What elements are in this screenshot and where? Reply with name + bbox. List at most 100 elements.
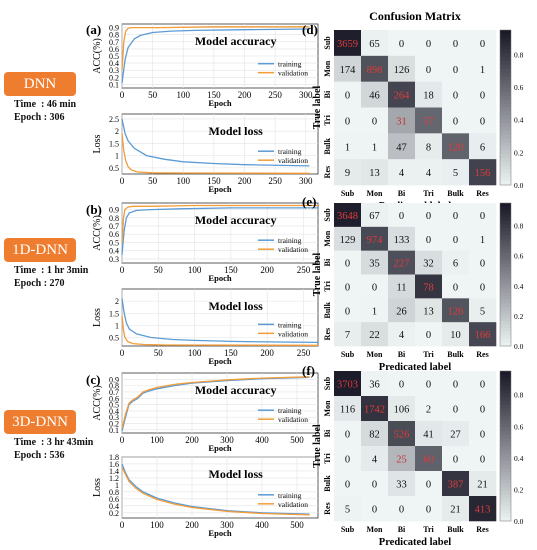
- y-tick-label: Bi: [323, 429, 332, 437]
- cell-value: 4: [399, 168, 405, 179]
- x-tick-label: 200: [238, 176, 252, 186]
- y-tick-label: 0.5: [109, 238, 119, 247]
- x-axis-label: Epoch: [208, 184, 231, 194]
- y-tick-label: 1.5: [109, 309, 119, 318]
- y-tick-label: 0.2: [109, 420, 119, 429]
- y-tick-label: 1: [115, 152, 119, 161]
- colorbar-segment: [500, 303, 511, 308]
- y-tick-label: Tri: [323, 114, 332, 125]
- cell-value: 22: [369, 330, 380, 341]
- colorbar-segment: [500, 177, 511, 182]
- colorbar-segment: [500, 461, 511, 466]
- colorbar-segment: [500, 502, 511, 507]
- heatmap-cell: [388, 250, 416, 275]
- chart-title: Model accuracy: [195, 213, 277, 227]
- cell-value: 21: [450, 505, 461, 516]
- colorbar-tick-label: 0.4: [514, 454, 524, 463]
- colorbar-segment: [500, 220, 511, 225]
- cell-value: 0: [480, 405, 485, 416]
- series-line-validation: [121, 26, 310, 71]
- chart-title: Model loss: [209, 299, 264, 313]
- heatmap-cell: [361, 274, 389, 299]
- cell-value: 3703: [337, 380, 358, 391]
- model-info-3d-dnn: Time : 3 hr 43min Epoch : 536: [14, 436, 93, 462]
- colorbar-segment: [500, 123, 511, 128]
- colorbar-segment: [500, 103, 511, 108]
- cell-value: 1: [345, 142, 350, 153]
- series-line-training: [121, 118, 310, 167]
- x-tick-label: Res: [476, 525, 488, 534]
- colorbar-segment: [500, 295, 511, 300]
- colorbar-segment: [500, 253, 511, 258]
- legend-label: training: [278, 406, 302, 415]
- colorbar-segment: [500, 374, 511, 379]
- colorbar-segment: [500, 206, 511, 211]
- cell-value: 0: [480, 282, 485, 293]
- cell-value: 0: [426, 330, 431, 341]
- x-tick-label: 0: [120, 90, 125, 100]
- x-tick-label: 300: [299, 90, 313, 100]
- x-tick-label: 0: [120, 520, 125, 530]
- y-tick-label: Mon: [323, 400, 332, 417]
- x-tick-label: 150: [207, 176, 221, 186]
- heatmap-cell: [361, 159, 389, 186]
- heatmap-cell: [469, 371, 497, 397]
- x-tick-label: 0: [120, 435, 125, 445]
- x-tick-label: 100: [188, 348, 202, 358]
- colorbar-tick-label: 0.8: [514, 222, 524, 231]
- colorbar-tick-label: 0.2: [514, 148, 524, 157]
- colorbar-tick-label: 0.0: [514, 181, 524, 190]
- x-axis-label: Epoch: [208, 98, 231, 108]
- x-tick-label: Mon: [367, 350, 384, 359]
- colorbar-segment: [500, 320, 511, 325]
- heatmap-cell: [361, 496, 389, 522]
- x-tick-label: 0: [120, 265, 125, 275]
- cell-value: 166: [475, 330, 491, 341]
- x-tick-label: 250: [268, 90, 282, 100]
- heatmap-cell: [334, 496, 362, 522]
- heatmap-cell: [361, 471, 389, 497]
- y-tick-label: 0.4: [109, 502, 119, 511]
- colorbar-segment: [500, 249, 511, 254]
- heatmap-cell: [334, 159, 362, 186]
- colorbar-tick-label: 0.6: [514, 252, 524, 261]
- heatmap-cell: [388, 159, 416, 186]
- colorbar-segment: [500, 181, 511, 186]
- colorbar-segment: [500, 397, 511, 402]
- colorbar-segment: [500, 382, 511, 387]
- colorbar-segment: [500, 210, 511, 215]
- y-tick-label: Bulk: [323, 137, 332, 154]
- colorbar-segment: [500, 494, 511, 499]
- heatmap-cell: [361, 446, 389, 472]
- legend-label: validation: [278, 245, 308, 254]
- panel-label: (e): [302, 194, 316, 209]
- x-tick-label: 100: [188, 265, 202, 275]
- cell-value: 0: [345, 91, 350, 102]
- model-info-dnn: Time : 46 min Epoch : 306: [14, 98, 76, 124]
- x-tick-label: 500: [290, 520, 304, 530]
- heatmap-cell: [334, 203, 362, 228]
- colorbar-segment: [500, 245, 511, 250]
- x-axis-label: Predicated label: [379, 537, 452, 548]
- colorbar-segment: [500, 242, 511, 247]
- colorbar-segment: [500, 416, 511, 421]
- panel-label: (c): [86, 372, 100, 387]
- cell-value: 0: [426, 480, 431, 491]
- heatmap-cell: [442, 81, 470, 108]
- colorbar-segment: [500, 53, 511, 58]
- heatmap-cell: [415, 30, 443, 57]
- heatmap-cell: [442, 159, 470, 186]
- x-tick-label: 50: [154, 265, 164, 275]
- cell-value: 13: [423, 306, 434, 317]
- plot-area: [121, 372, 319, 434]
- y-axis-label: ACC(%): [92, 38, 103, 74]
- heatmap-cell: [334, 396, 362, 422]
- colorbar-segment: [500, 138, 511, 143]
- heatmap-cell: [415, 371, 443, 397]
- heatmap-cell: [442, 496, 470, 522]
- colorbar-segment: [500, 263, 511, 268]
- cell-value: 526: [394, 430, 410, 441]
- cell-value: 0: [426, 380, 431, 391]
- cell-value: 0: [345, 480, 350, 491]
- plot-area: [121, 202, 319, 264]
